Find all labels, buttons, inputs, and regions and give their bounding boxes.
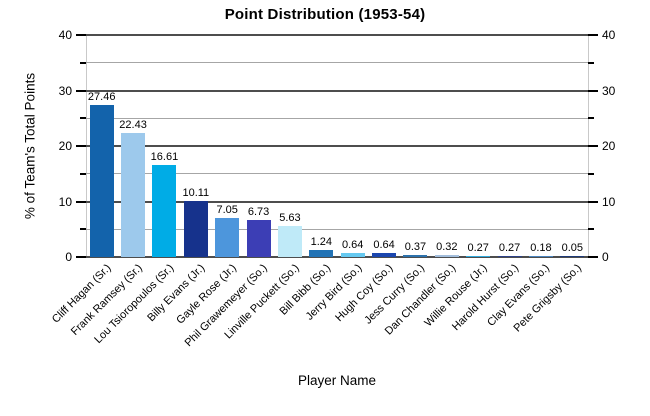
gridline-major <box>86 89 588 92</box>
y-tick-minor-right <box>588 117 594 120</box>
y-tick-major-left <box>76 34 86 36</box>
bar <box>277 226 302 257</box>
bar <box>560 256 585 257</box>
y-tick-minor-left <box>80 172 86 175</box>
y-tick-minor-left <box>80 61 86 64</box>
y-tick-major-left <box>76 145 86 147</box>
bar-value-label: 0.27 <box>467 242 489 254</box>
y-tick-label-right: 10 <box>602 194 616 209</box>
y-tick-major-left <box>76 256 86 258</box>
gridline-major <box>86 256 588 258</box>
y-tick-label-right: 40 <box>602 28 616 42</box>
bar-value-label: 16.61 <box>150 151 179 163</box>
y-tick-minor-left <box>80 228 86 231</box>
gridline-major <box>86 145 588 147</box>
bar <box>183 201 208 257</box>
y-tick-major-right <box>588 89 598 92</box>
bar <box>466 256 491 257</box>
y-tick-major-right <box>588 256 598 258</box>
bar <box>372 253 397 257</box>
gridline-minor <box>86 173 588 175</box>
y-tick-label-left: 30 <box>58 83 72 98</box>
bar-value-label: 0.18 <box>530 242 552 254</box>
y-tick-major-right <box>588 145 598 147</box>
gridline-minor <box>86 62 588 64</box>
y-tick-label-right: 0 <box>602 250 609 264</box>
y-tick-label-left: 20 <box>58 139 72 153</box>
y-tick-label-left: 0 <box>65 250 72 264</box>
bar <box>215 218 240 257</box>
y-tick-minor-right <box>588 228 594 231</box>
y-tick-major-right <box>588 34 598 36</box>
bar-value-label: 1.24 <box>310 236 333 248</box>
bar-value-label: 0.05 <box>561 242 584 254</box>
bar <box>89 105 114 257</box>
bar-value-label: 0.32 <box>436 241 458 253</box>
y-tick-minor-left <box>80 117 86 120</box>
bar <box>403 255 428 257</box>
gridline-minor <box>86 117 588 119</box>
y-tick-label-left: 10 <box>58 194 72 209</box>
bar-value-label: 27.46 <box>87 91 116 103</box>
y-tick-minor-right <box>588 172 594 175</box>
y-tick-minor-right <box>588 61 594 64</box>
bar <box>434 255 459 257</box>
bar-value-label: 0.64 <box>373 239 395 251</box>
y-tick-major-left <box>76 200 86 203</box>
bar-value-label: 7.05 <box>216 204 238 216</box>
y-tick-label-left: 40 <box>58 28 72 42</box>
y-tick-label-right: 30 <box>602 83 616 98</box>
bar <box>309 250 334 257</box>
x-axis-title: Player Name <box>297 373 377 388</box>
chart-title: Point Distribution (1953-54) <box>224 6 426 23</box>
bar <box>152 165 177 257</box>
bar <box>497 256 522 257</box>
bar <box>246 220 271 257</box>
gridline-major <box>86 34 588 36</box>
y-tick-label-right: 20 <box>602 139 616 153</box>
bar-value-label: 5.63 <box>279 212 301 224</box>
bar-value-label: 22.43 <box>119 119 147 131</box>
bar <box>121 133 146 257</box>
y-tick-major-right <box>588 200 598 203</box>
gridline-minor <box>86 228 588 230</box>
bar-value-label: 0.64 <box>341 239 364 251</box>
bar-value-label: 0.37 <box>404 241 427 253</box>
gridline-major <box>86 200 588 203</box>
bar-value-label: 10.11 <box>182 187 210 199</box>
y-tick-major-left <box>76 89 86 92</box>
bar <box>528 256 553 257</box>
bar <box>340 253 365 257</box>
bar-value-label: 0.27 <box>498 242 521 254</box>
bar-value-label: 6.73 <box>247 206 270 218</box>
